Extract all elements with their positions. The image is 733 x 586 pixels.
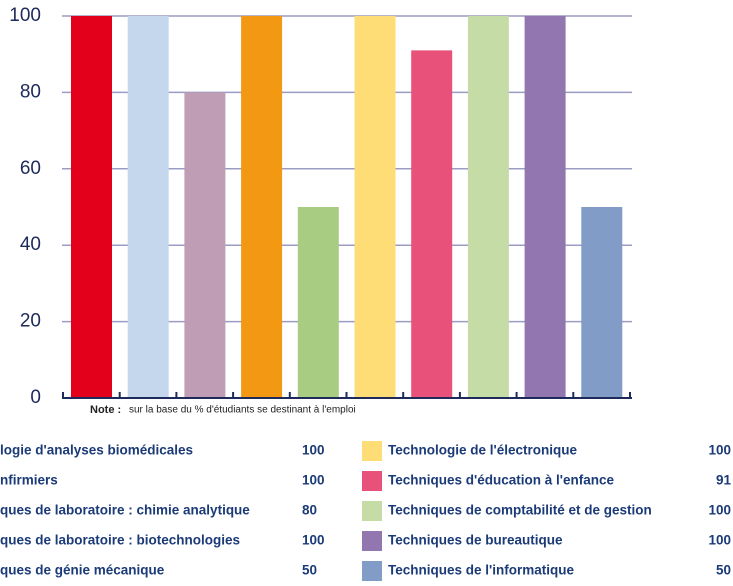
legend-value: 80 [302,503,317,518]
legend-value: 91 [716,473,732,488]
bar [184,92,226,399]
legend-value: 50 [302,563,317,578]
note-label: Note : [90,404,121,416]
y-tick-label: 60 [20,158,41,179]
legend-swatch [362,561,382,581]
legend-swatch [362,471,382,491]
bar [411,50,453,398]
legend-value: 50 [716,563,731,578]
bar [524,16,566,398]
legend-value: 100 [708,533,731,548]
legend-swatch [362,531,382,551]
y-tick-label: 20 [20,311,41,332]
bar [354,16,396,398]
bar [467,16,509,398]
y-tick-label: 100 [9,5,41,26]
bar [581,207,623,398]
legend-value: 100 [708,503,731,518]
y-tick-label: 0 [30,387,41,408]
y-tick-label: 80 [20,81,41,102]
legend-value: 100 [302,473,325,488]
legend-label: nfirmiers [0,473,58,488]
note: sur la base du % d'étudiants se destinan… [129,405,356,416]
legend-value: 100 [302,443,325,458]
bar [127,16,169,398]
legend-label: logie d'analyses biomédicales [0,443,193,458]
bar [297,207,339,398]
bar [71,16,112,398]
legend-label: Techniques de bureautique [388,533,563,548]
legend-label: ques de génie mécanique [0,563,165,578]
legend-label: Technologie de l'électronique [388,443,577,458]
legend-value: 100 [302,533,325,548]
legend-swatch [362,501,382,521]
legend-label: Techniques d'éducation à l'enfance [388,473,614,488]
legend-label: ques de laboratoire : chimie analytique [0,503,250,518]
y-tick-label: 40 [20,234,41,255]
legend-label: Techniques de comptabilité et de gestion [388,503,652,518]
legend-label: ques de laboratoire : biotechnologies [0,533,240,548]
legend-swatch [362,441,382,461]
legend-label: Techniques de l'informatique [388,563,574,578]
bar [241,16,283,398]
legend-value: 100 [708,443,731,458]
